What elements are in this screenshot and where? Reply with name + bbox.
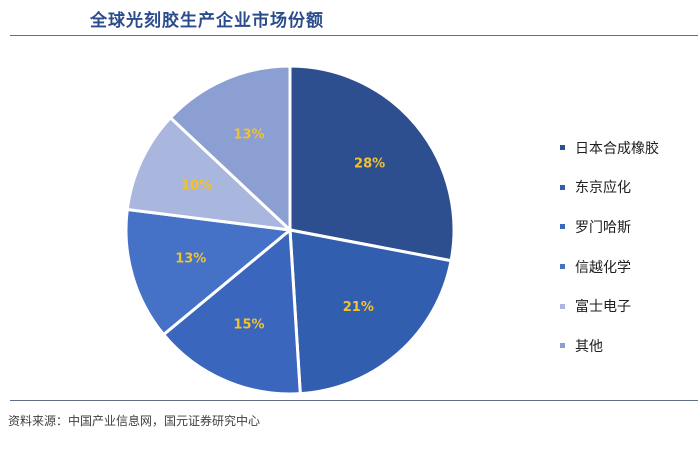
slice-label-3: 13% xyxy=(175,251,206,266)
legend-swatch-3 xyxy=(560,264,565,270)
pie-slice-3 xyxy=(124,207,294,337)
chart-legend: 日本合成橡胶 东京应化罗门哈斯信越化学富士电子其他 xyxy=(560,128,659,366)
top-rule xyxy=(10,35,698,36)
legend-item-2: 罗门哈斯 xyxy=(560,207,659,247)
legend-label-0: 日本合成橡胶 xyxy=(575,140,659,157)
pie-slice-1 xyxy=(288,228,453,396)
bottom-rule xyxy=(10,400,698,401)
legend-item-4: 富士电子 xyxy=(560,286,659,326)
legend-label-2: 罗门哈斯 xyxy=(575,219,631,236)
legend-label-5: 其他 xyxy=(575,338,603,355)
legend-swatch-4 xyxy=(560,303,565,309)
pie-slice-4 xyxy=(125,115,295,233)
chart-title: 全球光刻胶生产企业市场份额 xyxy=(90,11,324,31)
legend-item-3: 信越化学 xyxy=(560,247,659,287)
pie-slice-5 xyxy=(168,64,292,234)
legend-swatch-0 xyxy=(560,145,565,151)
pie-slice-0 xyxy=(288,64,456,263)
slice-label-0: 28% xyxy=(354,157,385,172)
pie-slice-2 xyxy=(161,226,302,396)
slice-label-2: 15% xyxy=(233,317,264,332)
legend-label-1: 东京应化 xyxy=(575,180,631,197)
slice-label-5: 13% xyxy=(233,128,264,143)
legend-label-3: 信越化学 xyxy=(575,259,631,276)
source-note: 资料来源：中国产业信息网，国元证券研究中心 xyxy=(8,414,261,428)
legend-swatch-5 xyxy=(560,343,565,349)
legend-label-4: 富士电子 xyxy=(575,299,631,316)
legend-swatch-2 xyxy=(560,224,565,230)
slice-label-4: 10% xyxy=(181,179,212,194)
legend-item-0: 日本合成橡胶 xyxy=(560,128,659,168)
legend-item-1: 东京应化 xyxy=(560,168,659,208)
legend-item-5: 其他 xyxy=(560,326,659,366)
slice-label-1: 21% xyxy=(343,300,374,315)
legend-swatch-1 xyxy=(560,184,565,190)
